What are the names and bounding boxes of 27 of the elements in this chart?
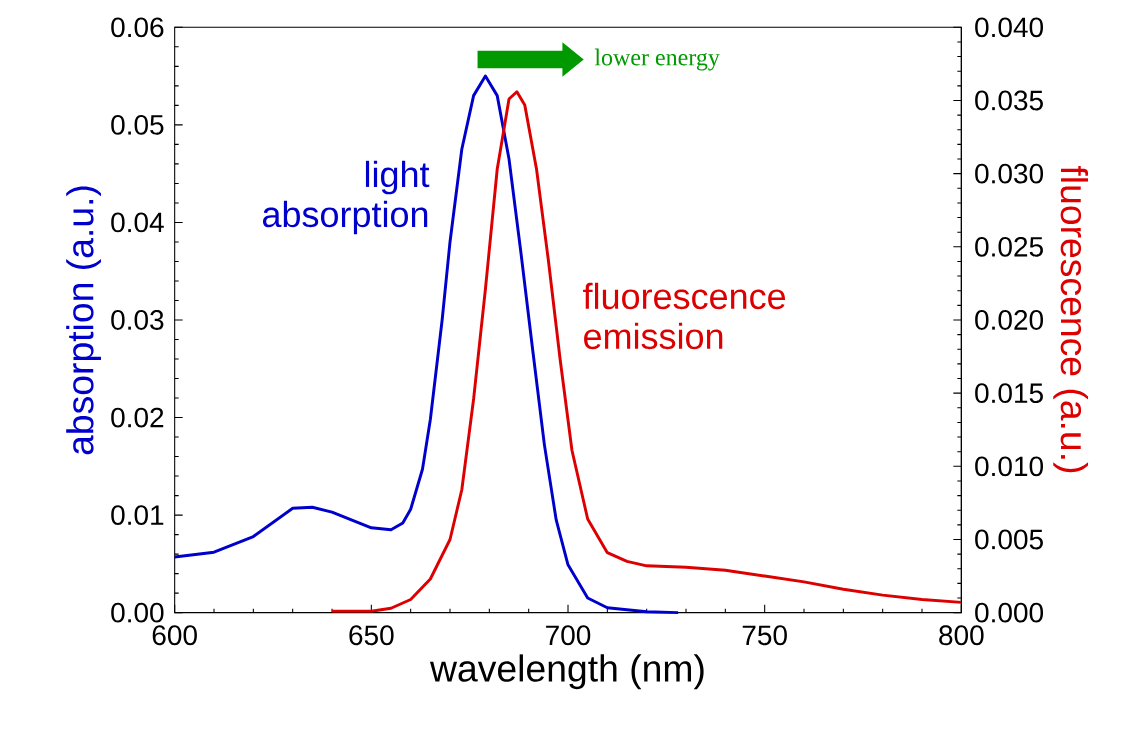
- y2-axis-title: fluorescence (a.u.): [1053, 166, 1089, 473]
- series-label: light absorption: [262, 160, 430, 235]
- y-tick-label: 0.06: [111, 17, 164, 38]
- y2-tick-label: 0.005: [975, 529, 1043, 550]
- y2-tick-label: 0.015: [975, 383, 1043, 404]
- y-tick-label: 0.03: [111, 310, 164, 331]
- y2-tick-label: 0.000: [975, 602, 1044, 623]
- series-label: fluorescence emission: [583, 282, 786, 350]
- x-tick-label: 800: [939, 625, 984, 646]
- y2-tick-label: 0.025: [975, 237, 1043, 257]
- y-axis-title: absorption (a.u.): [66, 186, 101, 455]
- y-tick-label: 0.04: [111, 212, 164, 233]
- x-tick-label: 750: [742, 625, 787, 646]
- y2-tick-label: 0.040: [975, 17, 1044, 38]
- y-tick-label: 0.00: [111, 602, 164, 623]
- x-axis-title: wavelength (nm): [429, 654, 704, 690]
- x-tick-label: 700: [546, 625, 591, 646]
- y2-tick-label: 0.010: [975, 456, 1044, 477]
- y-tick-label: 0.01: [111, 505, 164, 526]
- y2-tick-label: 0.035: [975, 90, 1043, 111]
- x-tick-label: 600: [152, 625, 197, 646]
- y-tick-label: 0.02: [111, 407, 164, 428]
- x-tick-label: 650: [349, 625, 394, 646]
- y-tick-label: 0.05: [111, 115, 164, 135]
- annotation: lower energy: [594, 48, 720, 71]
- y2-tick-label: 0.020: [975, 310, 1044, 331]
- y2-tick-label: 0.030: [975, 163, 1044, 184]
